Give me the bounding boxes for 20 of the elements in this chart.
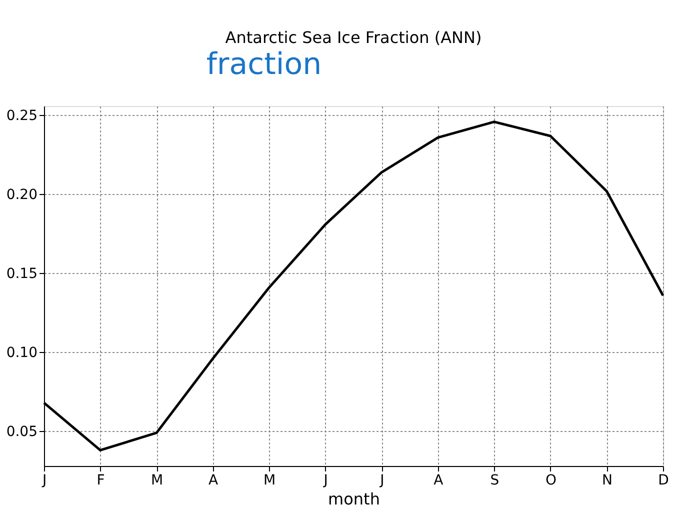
y-tick-label: 0.10 <box>6 344 38 361</box>
y-tick-label: 0.15 <box>6 266 38 282</box>
x-tick-label: J <box>41 472 47 488</box>
x-tick-label: J <box>379 472 384 488</box>
x-tick-label: S <box>490 472 500 488</box>
chart-title: Antarctic Sea Ice Fraction (ANN) <box>225 28 482 47</box>
y-tick-label: 0.25 <box>6 108 38 124</box>
x-tick-label: F <box>96 472 105 488</box>
x-tick-label: D <box>658 472 669 488</box>
x-tick-label: M <box>151 472 164 488</box>
x-tick-label: J <box>322 472 328 488</box>
text: fraction <box>206 47 322 82</box>
x-tick-label: O <box>545 472 556 488</box>
x-axis-title: month <box>328 490 380 508</box>
x-tick-label: M <box>264 472 276 488</box>
y-tick-label: 0.20 <box>6 186 38 203</box>
x-tick-label: A <box>434 472 444 488</box>
y-tick-label: 0.05 <box>6 424 38 440</box>
x-tick-label: N <box>602 472 612 488</box>
x-tick-label: A <box>208 472 219 488</box>
